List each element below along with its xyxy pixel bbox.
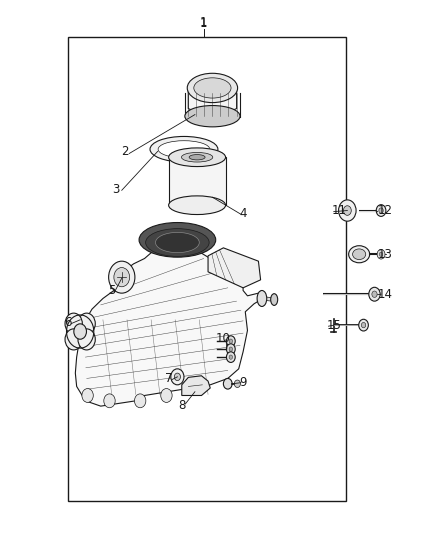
Ellipse shape [145,229,209,256]
Circle shape [171,369,184,385]
Circle shape [114,268,130,287]
Ellipse shape [181,152,213,162]
Text: 13: 13 [378,248,393,261]
Polygon shape [182,376,210,395]
Circle shape [376,205,386,216]
Ellipse shape [185,106,240,127]
Circle shape [229,347,233,351]
Circle shape [372,291,377,297]
Circle shape [379,208,383,213]
Circle shape [377,249,385,259]
Circle shape [361,322,366,328]
Ellipse shape [349,246,370,263]
Ellipse shape [169,196,226,214]
Polygon shape [188,79,237,119]
Bar [169,157,226,205]
Circle shape [229,339,233,343]
Circle shape [226,344,235,354]
Circle shape [65,329,82,350]
Circle shape [161,389,172,402]
Circle shape [104,394,115,408]
Text: 10: 10 [216,332,231,345]
Bar [68,37,346,501]
Circle shape [234,380,240,387]
Circle shape [74,324,86,339]
Circle shape [369,287,380,301]
Circle shape [379,252,383,256]
Text: 15: 15 [327,319,342,332]
Polygon shape [208,248,261,288]
Circle shape [78,329,95,350]
Circle shape [134,394,146,408]
Ellipse shape [169,148,226,166]
Circle shape [223,378,232,389]
Text: 3: 3 [113,183,120,196]
Ellipse shape [150,136,218,162]
Circle shape [65,313,82,334]
Text: 1: 1 [200,16,208,29]
Text: 4: 4 [239,207,247,220]
Text: 6: 6 [64,316,72,329]
Circle shape [343,206,351,215]
Circle shape [82,389,93,402]
Text: 7: 7 [165,372,173,385]
Polygon shape [75,229,263,406]
Circle shape [174,373,180,381]
Text: 5: 5 [108,284,115,297]
Ellipse shape [271,294,278,305]
Text: 9: 9 [239,376,247,389]
Ellipse shape [155,232,199,253]
Ellipse shape [189,155,205,160]
Text: 14: 14 [378,288,393,301]
Ellipse shape [187,73,237,102]
Circle shape [359,319,368,331]
Ellipse shape [353,249,366,260]
Ellipse shape [194,78,231,98]
Ellipse shape [139,223,215,257]
Circle shape [78,313,95,334]
Ellipse shape [257,290,267,306]
Circle shape [109,261,135,293]
Circle shape [339,200,356,221]
Circle shape [229,355,233,359]
Text: 8: 8 [178,399,185,411]
Circle shape [226,352,235,362]
Circle shape [226,336,235,346]
Text: 12: 12 [378,204,393,217]
Text: 1: 1 [200,18,208,30]
Text: 2: 2 [121,146,129,158]
Ellipse shape [158,141,210,158]
Text: 11: 11 [332,204,347,217]
